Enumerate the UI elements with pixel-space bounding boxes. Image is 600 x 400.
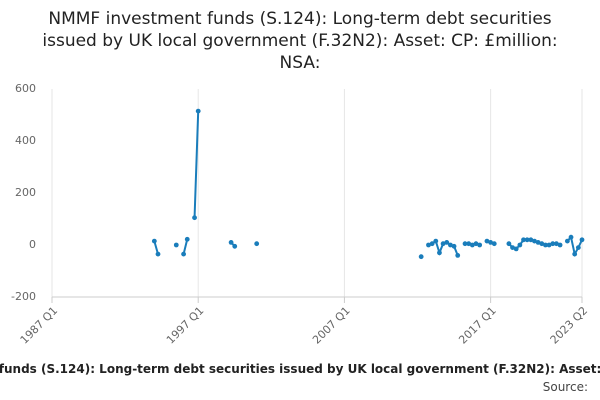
point [517, 242, 523, 248]
point [173, 242, 179, 248]
point [513, 246, 519, 252]
point [491, 241, 497, 247]
point [546, 242, 552, 248]
y-tick-label: 400 [15, 134, 36, 147]
point [535, 240, 541, 245]
y-tick-label: 200 [15, 186, 36, 199]
point [575, 245, 581, 251]
point [184, 236, 190, 242]
point [437, 250, 442, 256]
x-tick-label: 2007 Q1 [310, 304, 353, 347]
point [557, 242, 563, 248]
footer-title: NMMF investment funds (S.124): Long-term… [0, 362, 600, 376]
point [473, 241, 479, 247]
point [466, 241, 472, 247]
point [484, 238, 490, 244]
point [429, 241, 435, 247]
point [469, 242, 475, 248]
point [195, 108, 201, 114]
point [444, 240, 450, 245]
point [568, 234, 574, 240]
point [510, 245, 515, 251]
point [448, 242, 453, 248]
x-tick-label: 1987 Q1 [18, 304, 61, 347]
point [554, 241, 559, 247]
point [418, 254, 424, 260]
x-tick-label: 2017 Q1 [456, 304, 499, 347]
point [440, 241, 446, 247]
point [528, 237, 534, 243]
point [543, 242, 548, 248]
point [228, 240, 234, 245]
point [521, 237, 526, 243]
x-tick-label: 2023 Q2 [548, 304, 591, 347]
point [477, 242, 483, 248]
point [572, 251, 578, 257]
chart-title: NMMF investment funds (S.124): Long-term… [42, 9, 558, 73]
point [232, 243, 238, 249]
point [539, 241, 545, 247]
y-tick-label: 0 [29, 238, 36, 251]
point [433, 238, 439, 244]
point [155, 251, 161, 257]
source: Source: [542, 380, 588, 394]
footer: NMMF investment funds (S.124): Long-term… [0, 362, 600, 382]
point [564, 238, 570, 244]
y-tick-label: 600 [15, 82, 36, 95]
point [192, 215, 197, 221]
point [488, 240, 494, 245]
point [181, 251, 186, 257]
point [532, 238, 537, 244]
point [550, 241, 556, 247]
point [426, 242, 431, 248]
point [506, 241, 512, 247]
point [254, 241, 260, 247]
y-tick-label: -200 [11, 290, 36, 303]
point [462, 241, 468, 247]
point [579, 237, 585, 243]
point [455, 253, 461, 258]
point [524, 237, 530, 243]
point [151, 238, 157, 244]
series-line [153, 111, 583, 257]
point [451, 243, 457, 249]
x-tick-label: 1997 Q1 [164, 304, 207, 347]
